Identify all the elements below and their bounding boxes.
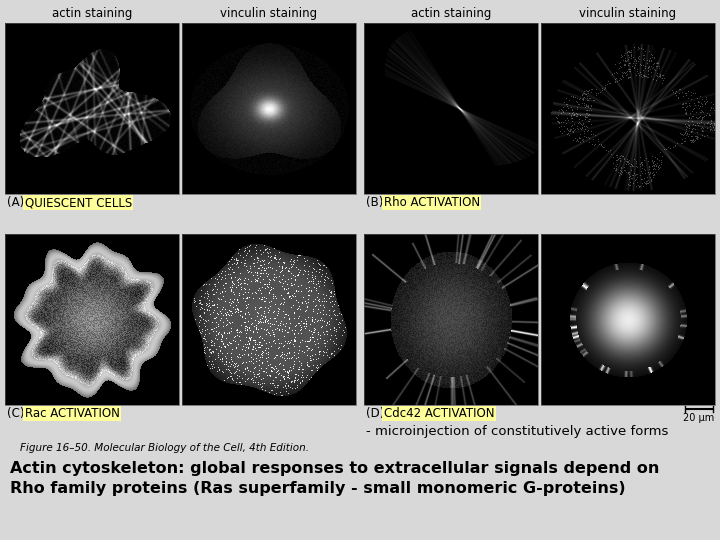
Text: (C): (C)	[7, 407, 28, 420]
Text: Rac ACTIVATION: Rac ACTIVATION	[24, 407, 120, 420]
Text: actin staining: actin staining	[411, 7, 491, 20]
Text: Rho family proteins (Ras superfamily - small monomeric G-proteins): Rho family proteins (Ras superfamily - s…	[10, 481, 626, 496]
Text: - microinjection of constitutively active forms: - microinjection of constitutively activ…	[366, 425, 668, 438]
Bar	[541, 234, 715, 405]
Text: Cdc42 ACTIVATION: Cdc42 ACTIVATION	[384, 407, 494, 420]
Text: Rho ACTIVATION: Rho ACTIVATION	[384, 196, 480, 209]
Bar	[364, 23, 538, 194]
Bar	[5, 234, 179, 405]
Text: (D): (D)	[366, 407, 388, 420]
Text: vinculin staining: vinculin staining	[580, 7, 677, 20]
Bar	[364, 234, 538, 405]
Text: Figure 16–50. Molecular Biology of the Cell, 4th Edition.: Figure 16–50. Molecular Biology of the C…	[20, 443, 309, 453]
Text: QUIESCENT CELLS: QUIESCENT CELLS	[24, 196, 132, 209]
Text: vinculin staining: vinculin staining	[220, 7, 318, 20]
Bar	[182, 234, 356, 405]
Text: actin staining: actin staining	[52, 7, 132, 20]
Text: Actin cytoskeleton: global responses to extracellular signals depend on: Actin cytoskeleton: global responses to …	[10, 461, 660, 476]
Text: (B): (B)	[366, 196, 387, 209]
Bar	[182, 23, 356, 194]
Bar	[5, 23, 179, 194]
Text: 20 μm: 20 μm	[683, 413, 715, 423]
Bar	[541, 23, 715, 194]
Text: (A): (A)	[7, 196, 28, 209]
